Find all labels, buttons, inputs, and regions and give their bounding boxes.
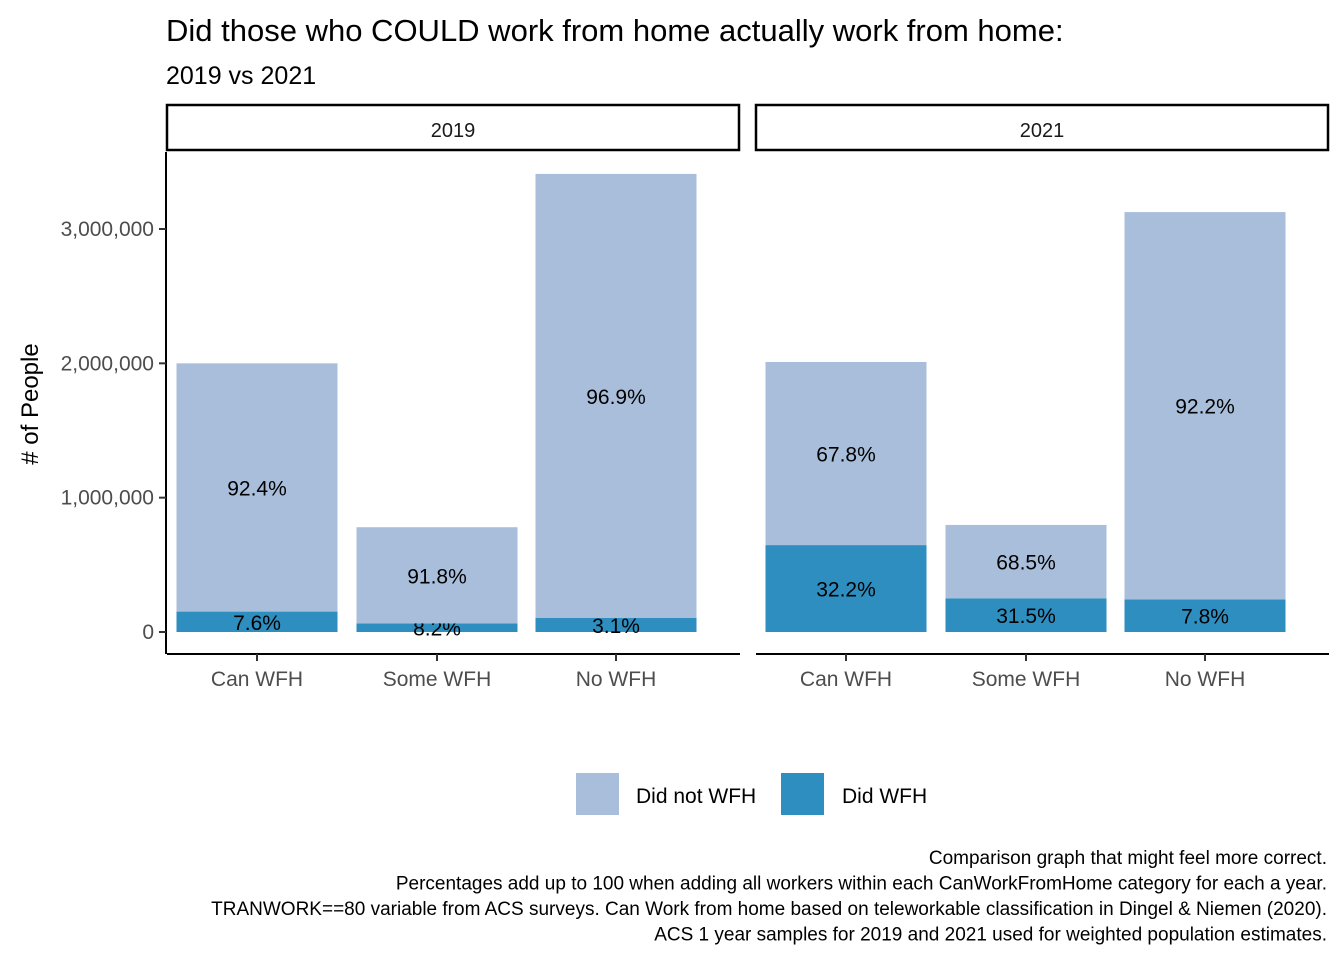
chart-subtitle: 2019 vs 2021 [166,62,316,90]
y-tick-label: 0 [142,621,154,644]
x-tick-label: Some WFH [972,668,1081,691]
data-label: 96.9% [586,386,646,409]
data-label: 67.8% [816,444,876,467]
x-tick-label: Some WFH [383,668,492,691]
bar-did-not-wfh-some-wfh [356,527,518,624]
x-tick-label: No WFH [1165,668,1246,691]
bar-did-not-wfh-no-wfh [1124,212,1286,600]
data-label: 3.1% [592,615,640,638]
legend-label: Did not WFH [636,785,756,808]
y-axis-title: # of People [17,343,44,464]
x-tick-label: Can WFH [800,668,892,691]
x-tick-label: Can WFH [211,668,303,691]
facet-strip [165,103,741,152]
caption-line: ACS 1 year samples for 2019 and 2021 use… [654,925,1327,946]
data-label: 7.6% [233,612,281,635]
caption-line: Comparison graph that might feel more co… [929,848,1327,869]
data-label: 92.2% [1175,396,1235,419]
legend: Did not WFH Did WFH [576,773,927,815]
bar-did-not-wfh-no-wfh [535,173,697,618]
facet-strip [754,103,1330,152]
facet-panels: 2019 7.6% 8.2% 3.1% 92.4% 91.8% 96.9% Can WFH So… [165,103,1330,691]
data-label: 8.2% [413,618,461,641]
chart-title: Did those who COULD work from home actua… [166,13,1064,48]
facet-panel-2019: 2019 7.6% 8.2% 3.1% 92.4% 91.8% 96.9% Can WFH So… [165,103,741,691]
facet-strip-label: 2019 [431,120,476,142]
caption-line: TRANWORK==80 variable from ACS surveys. … [211,899,1327,920]
bar-did-not-wfh-can-wfh [765,361,927,546]
bar-did-wfh-no-wfh [535,617,697,632]
y-tick-label: 3,000,000 [61,218,154,241]
legend-key-did-wfh [781,773,824,815]
data-label: 32.2% [816,579,876,602]
bar-did-wfh-can-wfh [765,545,927,632]
caption-line: Percentages add up to 100 when adding al… [396,874,1327,895]
data-label: 68.5% [996,552,1056,575]
y-tick-label: 2,000,000 [61,352,154,375]
facet-strip-label: 2021 [1020,120,1065,142]
legend-label: Did WFH [842,785,927,808]
bar-did-wfh-no-wfh [1124,599,1286,632]
facet-panel-2021: 2021 32.2% 31.5% 7.8% 67.8% 68.5% 92.2% Can WFH… [754,103,1330,691]
bar-did-not-wfh-some-wfh [945,524,1107,599]
data-label: 31.5% [996,605,1056,628]
bar-did-wfh-some-wfh [356,623,518,632]
caption: Comparison graph that might feel more co… [211,848,1327,946]
data-label: 92.4% [227,477,287,500]
data-label: 7.8% [1181,606,1229,629]
legend-key-did-not-wfh [576,773,619,815]
x-tick-label: No WFH [576,668,657,691]
y-tick-label: 1,000,000 [61,487,154,510]
bar-did-not-wfh-can-wfh [176,363,338,612]
data-label: 91.8% [407,565,467,588]
bar-did-wfh-can-wfh [176,611,338,632]
bar-did-wfh-some-wfh [945,598,1107,632]
y-axis: 0 1,000,000 2,000,000 3,000,000 [61,218,166,644]
